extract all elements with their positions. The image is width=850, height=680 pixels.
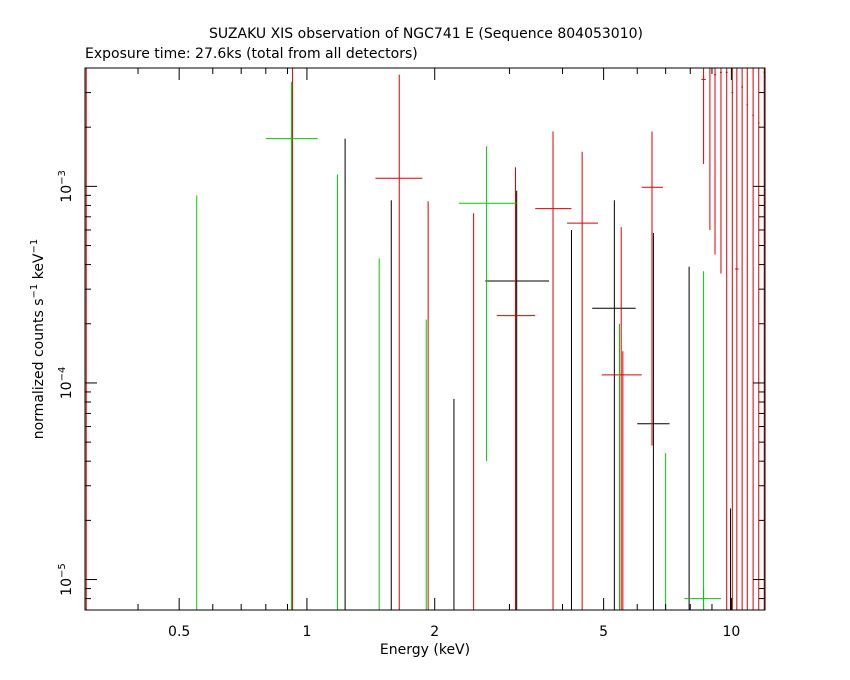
series-2	[196, 81, 721, 611]
chart-title: SUZAKU XIS observation of NGC741 E (Sequ…	[209, 26, 643, 42]
chart-subtitle: Exposure time: 27.6ks (total from all de…	[85, 46, 418, 62]
y-axis-label: normalized counts s−1 keV−1	[29, 239, 47, 440]
data-point	[708, 67, 711, 230]
data-point	[567, 151, 599, 610]
y-tick-base: 10	[59, 185, 75, 203]
y-tick-base: 10	[59, 381, 75, 399]
data-point	[342, 138, 349, 611]
x-tick-label: 0.5	[168, 624, 190, 640]
x-tick-label: 10	[722, 624, 740, 640]
data-point	[424, 319, 429, 611]
data-point	[452, 398, 456, 611]
data-point	[684, 588, 721, 610]
data-point	[665, 453, 667, 611]
data-point	[458, 146, 517, 462]
data-point	[719, 68, 722, 274]
data-marks	[85, 67, 765, 611]
series-0	[342, 138, 731, 611]
data-point	[291, 68, 294, 611]
x-tick-label: 2	[430, 624, 439, 640]
data-point	[757, 68, 760, 610]
series-1	[85, 67, 765, 611]
data-point	[485, 190, 550, 610]
data-point	[334, 174, 341, 611]
data-point	[570, 229, 573, 611]
data-point	[265, 81, 318, 610]
y-axis-label-main: normalized counts s	[31, 298, 47, 439]
y-tick-exponent: −5	[57, 563, 68, 578]
data-point	[714, 68, 717, 255]
data-point	[735, 68, 739, 610]
data-point	[620, 227, 622, 611]
data-point	[688, 266, 690, 611]
data-point	[703, 271, 705, 611]
data-point	[592, 200, 636, 610]
y-axis-label-exp1: −1	[29, 284, 40, 299]
y-tick-exponent: −3	[57, 170, 68, 185]
data-point	[701, 68, 706, 164]
data-point	[535, 131, 572, 610]
data-point	[376, 258, 382, 611]
plot-frame	[84, 67, 766, 611]
y-tick-base: 10	[59, 578, 75, 596]
data-point	[472, 213, 476, 611]
y-tick-label: 10−4	[57, 367, 75, 400]
data-point	[752, 68, 754, 610]
data-point	[729, 508, 731, 611]
x-axis-label: Energy (keV)	[380, 642, 470, 658]
data-point	[618, 323, 621, 611]
data-point	[426, 201, 431, 611]
y-tick-label: 10−3	[57, 170, 75, 203]
x-tick-label: 5	[599, 624, 608, 640]
y-tick-exponent: −4	[57, 367, 68, 382]
y-tick-label: 10−5	[57, 563, 75, 596]
data-point	[741, 68, 743, 610]
data-point	[731, 68, 734, 610]
data-point	[196, 195, 198, 611]
x-tick-label: 1	[302, 624, 311, 640]
data-point	[641, 131, 663, 446]
data-point	[375, 74, 423, 610]
data-point	[725, 68, 728, 610]
y-axis-label-exp2: −1	[29, 239, 40, 254]
data-point	[496, 167, 536, 610]
data-point	[746, 68, 749, 610]
data-point	[637, 232, 670, 610]
y-axis-label-mid: keV	[31, 253, 47, 284]
data-point	[388, 200, 394, 611]
data-point	[601, 351, 642, 610]
